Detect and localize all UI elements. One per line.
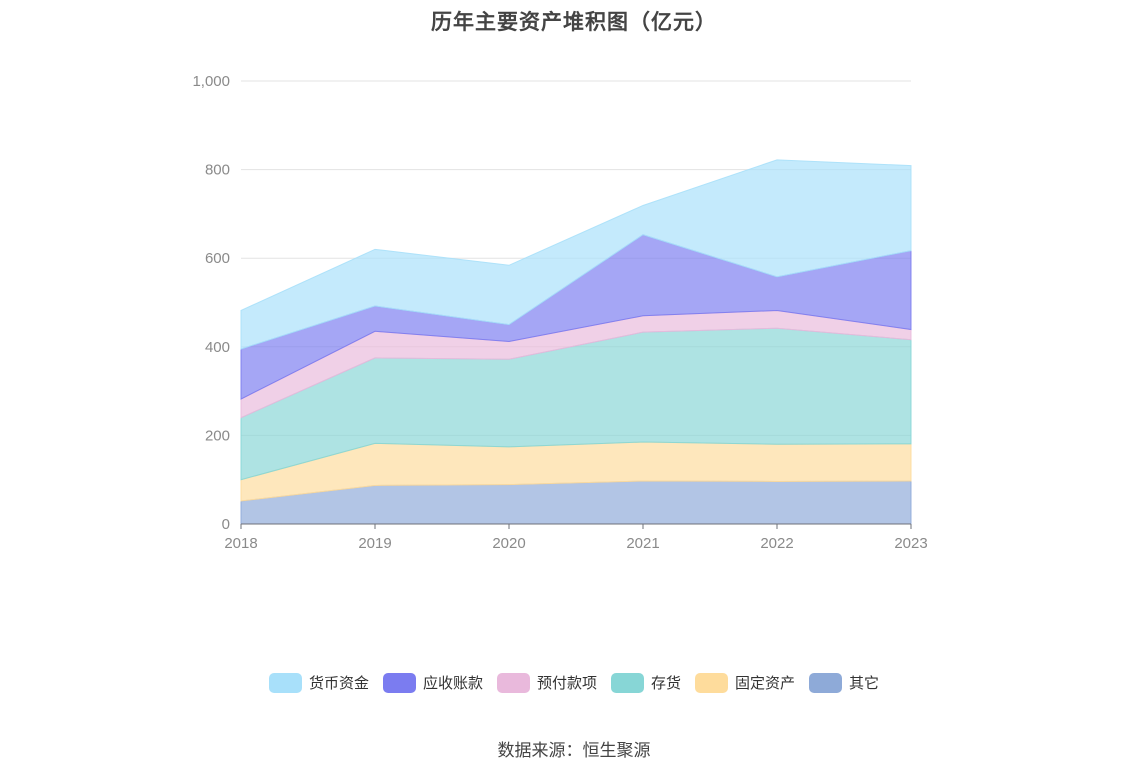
legend-label: 固定资产 [735,675,796,692]
legend-item[interactable]: 存货 [611,672,681,693]
legend-swatch [611,672,644,693]
y-tick-label: 800 [205,162,230,179]
legend: 货币资金 应收账款 预付款项 存货 固定资产 其它 [0,672,1148,693]
area-series [240,159,912,525]
x-tick-label: 2019 [358,535,391,552]
y-tick-label: 400 [205,339,230,356]
x-tick-label: 2021 [626,535,659,552]
stacked-area-chart: 0 200 400 600 800 1,000 2018 2019 2020 2021 2022 20… [192,73,927,552]
x-tick-label: 2023 [894,535,927,552]
legend-label: 存货 [651,675,682,692]
legend-label: 预付款项 [536,675,597,692]
x-tick-label: 2022 [760,535,793,552]
legend-swatch [809,672,843,693]
legend-label: 其它 [849,675,880,692]
x-tick-label: 2020 [492,535,525,552]
area-series-5[interactable] [240,159,912,350]
data-source: 数据来源：恒生聚源 [497,741,651,760]
legend-swatch [268,672,302,693]
axes: 0 200 400 600 800 1,000 2018 2019 2020 2021 2022 20… [192,73,927,552]
legend-item[interactable]: 固定资产 [695,672,795,693]
legend-item[interactable]: 预付款项 [496,672,597,693]
legend-label: 应收账款 [422,675,483,692]
y-tick-label: 1,000 [192,73,230,90]
y-tick-label: 600 [205,250,230,267]
y-tick-label: 0 [222,516,230,533]
chart-title: 历年主要资产堆积图（亿元） [431,11,717,34]
legend-swatch [496,672,530,693]
legend-label: 货币资金 [308,675,369,692]
y-tick-label: 200 [205,427,230,444]
legend-item[interactable]: 应收账款 [382,672,483,693]
legend-item[interactable]: 其它 [809,672,879,693]
x-tick-label: 2018 [224,535,257,552]
legend-swatch [695,672,729,693]
legend-swatch [382,672,416,693]
legend-item[interactable]: 货币资金 [268,672,369,693]
